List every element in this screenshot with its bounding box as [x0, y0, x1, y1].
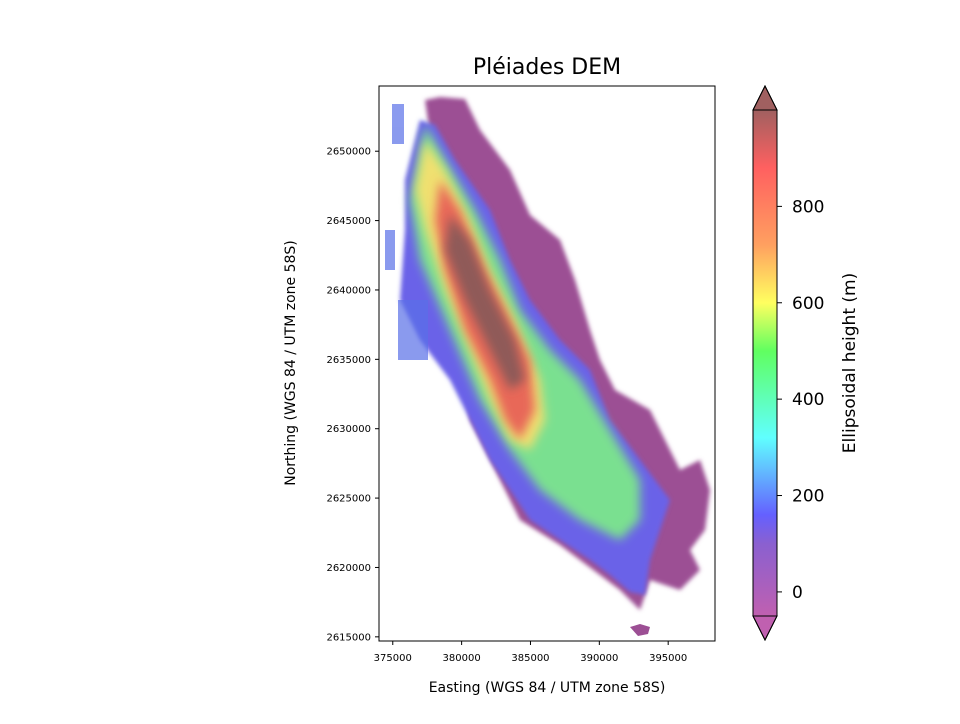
dem-image	[385, 97, 710, 636]
colorbar-tick-label: 0	[792, 583, 803, 603]
summit-brown	[445, 215, 525, 390]
colorbar-tick-label: 600	[792, 294, 824, 314]
x-tick-label: 375000	[374, 653, 412, 664]
colorbar-extend-min	[752, 615, 778, 642]
y-tick-label: 2645000	[326, 216, 371, 227]
colorbar-tick-label: 200	[792, 487, 824, 507]
x-tick-label: 380000	[443, 653, 481, 664]
y-tick-label: 2650000	[326, 147, 371, 158]
colorbar-body	[753, 110, 777, 616]
x-axis-label: Easting (WGS 84 / UTM zone 58S)	[429, 680, 666, 696]
y-tick-label: 2635000	[326, 355, 371, 366]
scattered-pixels-west	[385, 104, 428, 360]
y-tick-label: 2640000	[326, 285, 371, 296]
x-tick-label: 395000	[649, 653, 687, 664]
colorbar: 0 200 400 600 800 Ellipsoidal height (m)	[752, 84, 860, 642]
colorbar-tick-label: 400	[792, 390, 824, 410]
y-axis: 2615000 2620000 2625000 2630000 2635000 26400…	[326, 147, 379, 643]
y-tick-label: 2625000	[326, 494, 371, 505]
x-tick-label: 390000	[580, 653, 618, 664]
colorbar-outline	[752, 84, 778, 642]
y-axis-label: Northing (WGS 84 / UTM zone 58S)	[283, 240, 299, 486]
colorbar-tick-label: 800	[792, 197, 824, 217]
southern-islet	[630, 624, 650, 636]
chart-title: Pléiades DEM	[473, 55, 621, 80]
axes-frame	[378, 85, 716, 642]
x-tick-label: 385000	[511, 653, 549, 664]
y-tick-label: 2615000	[326, 632, 371, 643]
colorbar-label: Ellipsoidal height (m)	[840, 273, 860, 453]
y-tick-label: 2620000	[326, 563, 371, 574]
colorbar-extend-max	[752, 84, 778, 111]
y-tick-label: 2630000	[326, 424, 371, 435]
x-axis: 375000 380000 385000 390000 395000	[374, 641, 687, 664]
